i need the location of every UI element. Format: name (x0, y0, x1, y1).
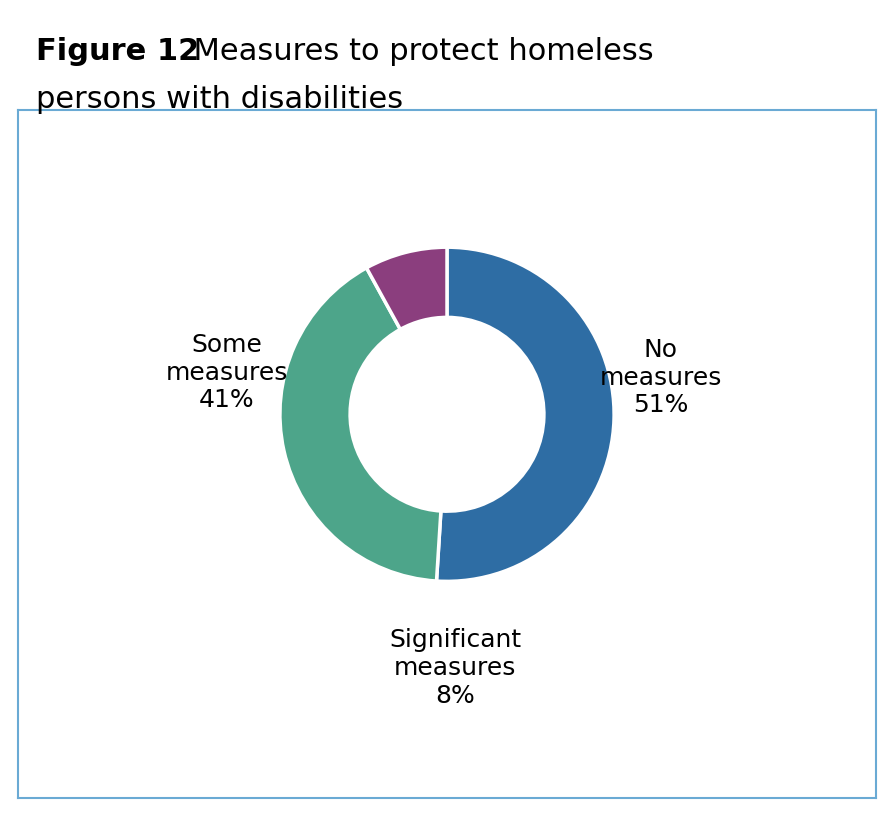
Text: No
measures
51%: No measures 51% (600, 338, 722, 418)
Wedge shape (367, 247, 447, 330)
Wedge shape (280, 268, 441, 581)
Wedge shape (436, 247, 614, 581)
Text: persons with disabilities: persons with disabilities (36, 85, 403, 115)
Text: Measures to protect homeless: Measures to protect homeless (174, 37, 654, 66)
Text: Figure 12: Figure 12 (36, 37, 199, 66)
Text: Some
measures
41%: Some measures 41% (165, 333, 288, 413)
Text: Significant
measures
8%: Significant measures 8% (389, 628, 521, 708)
